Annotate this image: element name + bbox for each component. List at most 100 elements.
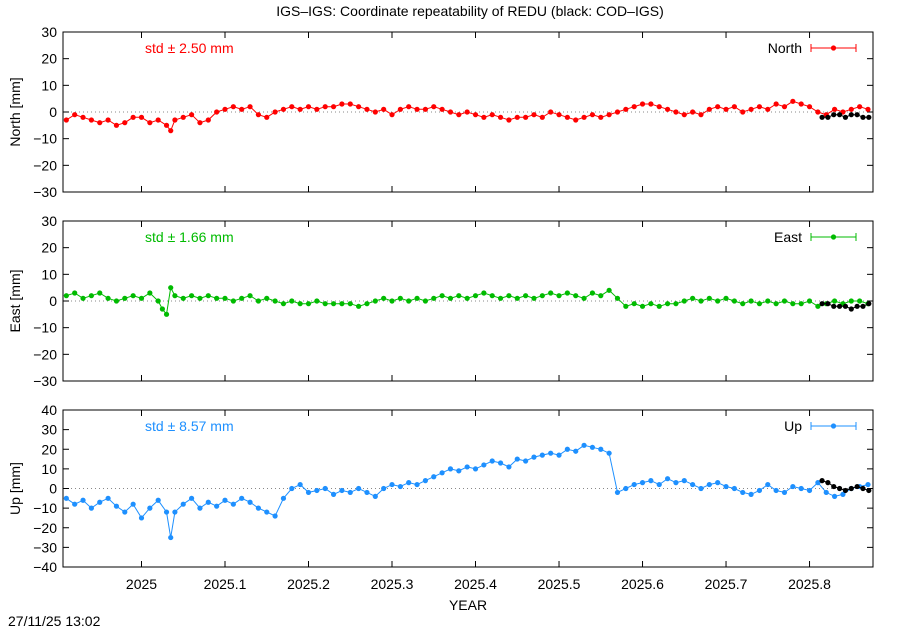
east-data-point [631,301,637,307]
east-data-point [439,293,445,299]
north-data-point [364,106,370,112]
east-data-point [623,303,629,309]
north-data-point [639,101,646,107]
up-data-point [581,442,587,448]
north-data-point [842,114,849,120]
up-ytick-label: −30 [33,539,57,555]
east-ytick-label: 10 [41,266,57,282]
north-data-point [214,109,220,115]
up-data-point [698,485,704,492]
north-data-point [222,106,228,112]
north-data-point [798,101,804,107]
north-data-point [773,101,779,107]
east-data-point [806,298,813,304]
north-data-point [264,114,270,120]
up-data-point [731,485,737,492]
north-data-point [297,106,303,112]
east-data-point [866,301,872,307]
east-data-point [347,301,353,307]
east-data-point [556,293,562,299]
up-data-point [205,499,211,505]
east-data-point [72,290,78,296]
east-ytick-label: −30 [33,373,57,389]
north-data-point [489,112,495,118]
north-data-point [347,101,353,107]
north-data-point [130,114,136,120]
north-data-point [330,104,337,110]
east-data-point [831,298,838,304]
north-data-point [556,112,562,118]
north-data-point [247,104,253,110]
up-xtick-label: 2025.8 [788,576,831,592]
north-data-point [631,104,637,110]
north-data-point [322,104,328,110]
east-legend-label: East [774,229,802,245]
north-data-point [723,106,729,112]
north-data-point [648,101,654,107]
east-data-point [564,290,570,296]
east-data-point [514,295,520,301]
up-data-point [556,452,562,458]
east-data-point [97,290,103,296]
north-ytick-label: 20 [41,51,57,67]
north-data-point [573,117,579,123]
east-data-point [422,298,429,304]
up-data-point [489,458,495,464]
up-data-point [819,478,825,484]
up-data-point [439,470,445,476]
up-ytick-label: 40 [41,402,57,418]
north-data-point [406,104,412,110]
north-data-point [857,104,863,110]
north-data-point [147,120,153,126]
north-data-point [790,98,796,104]
east-data-point [397,295,403,301]
up-data-point [464,464,470,470]
east-data-point [854,303,860,309]
north-data-point [715,104,721,110]
north-data-point [698,112,704,118]
east-ylabel: East [mm] [7,269,23,332]
up-xtick-label: 2025.3 [371,576,414,592]
up-xtick-label: 2025.5 [538,576,581,592]
north-data-point [397,106,403,112]
up-data-point [138,515,145,521]
north-data-point [581,114,587,120]
up-data-point [222,497,228,503]
up-data-point [447,466,454,472]
up-data-point [297,481,303,488]
east-data-point [706,295,712,301]
up-data-point [88,505,94,511]
north-data-point [497,114,504,120]
north-data-point [456,112,462,118]
east-data-point [322,301,328,307]
north-ytick-label: −10 [33,131,57,147]
north-data-point [866,114,872,120]
north-data-point [765,106,771,112]
up-data-point [356,485,362,492]
up-data-point [147,505,153,511]
east-data-point [280,301,287,307]
up-data-point [573,448,579,454]
east-std-label: std ± 1.66 mm [145,229,234,245]
north-data-point [606,112,612,118]
up-data-point [280,495,287,501]
east-data-point [815,303,821,309]
north-data-point [172,117,178,123]
north-data-point [531,112,537,118]
east-data-point [819,301,825,307]
east-data-point [740,301,746,307]
up-ytick-label: 10 [41,461,57,477]
north-data-point [163,122,170,128]
east-data-point [339,301,345,307]
east-data-point [330,301,337,307]
east-data-point [230,298,236,304]
up-data-point [723,483,729,490]
east-data-point [180,295,186,301]
east-legend-marker [830,234,837,240]
east-data-point [272,298,278,304]
up-data-point [305,489,312,496]
up-data-point [105,495,111,501]
up-data-point [247,499,253,505]
north-data-point [831,112,837,118]
east-data-point [414,295,420,301]
